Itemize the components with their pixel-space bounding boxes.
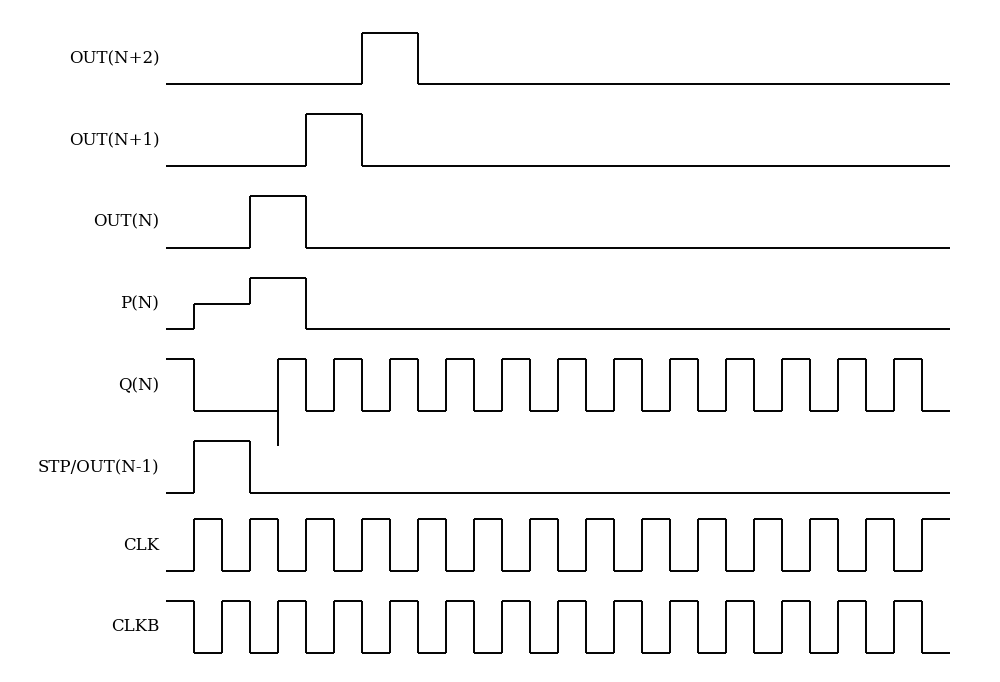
Text: OUT(N+1): OUT(N+1)	[69, 132, 159, 149]
Text: CLKB: CLKB	[111, 619, 159, 636]
Text: CLK: CLK	[123, 537, 159, 554]
Text: STP/OUT(N-1): STP/OUT(N-1)	[38, 458, 159, 475]
Text: P(N): P(N)	[121, 295, 159, 312]
Text: Q(N): Q(N)	[118, 376, 159, 394]
Text: OUT(N): OUT(N)	[93, 213, 159, 231]
Text: OUT(N+2): OUT(N+2)	[69, 50, 159, 67]
